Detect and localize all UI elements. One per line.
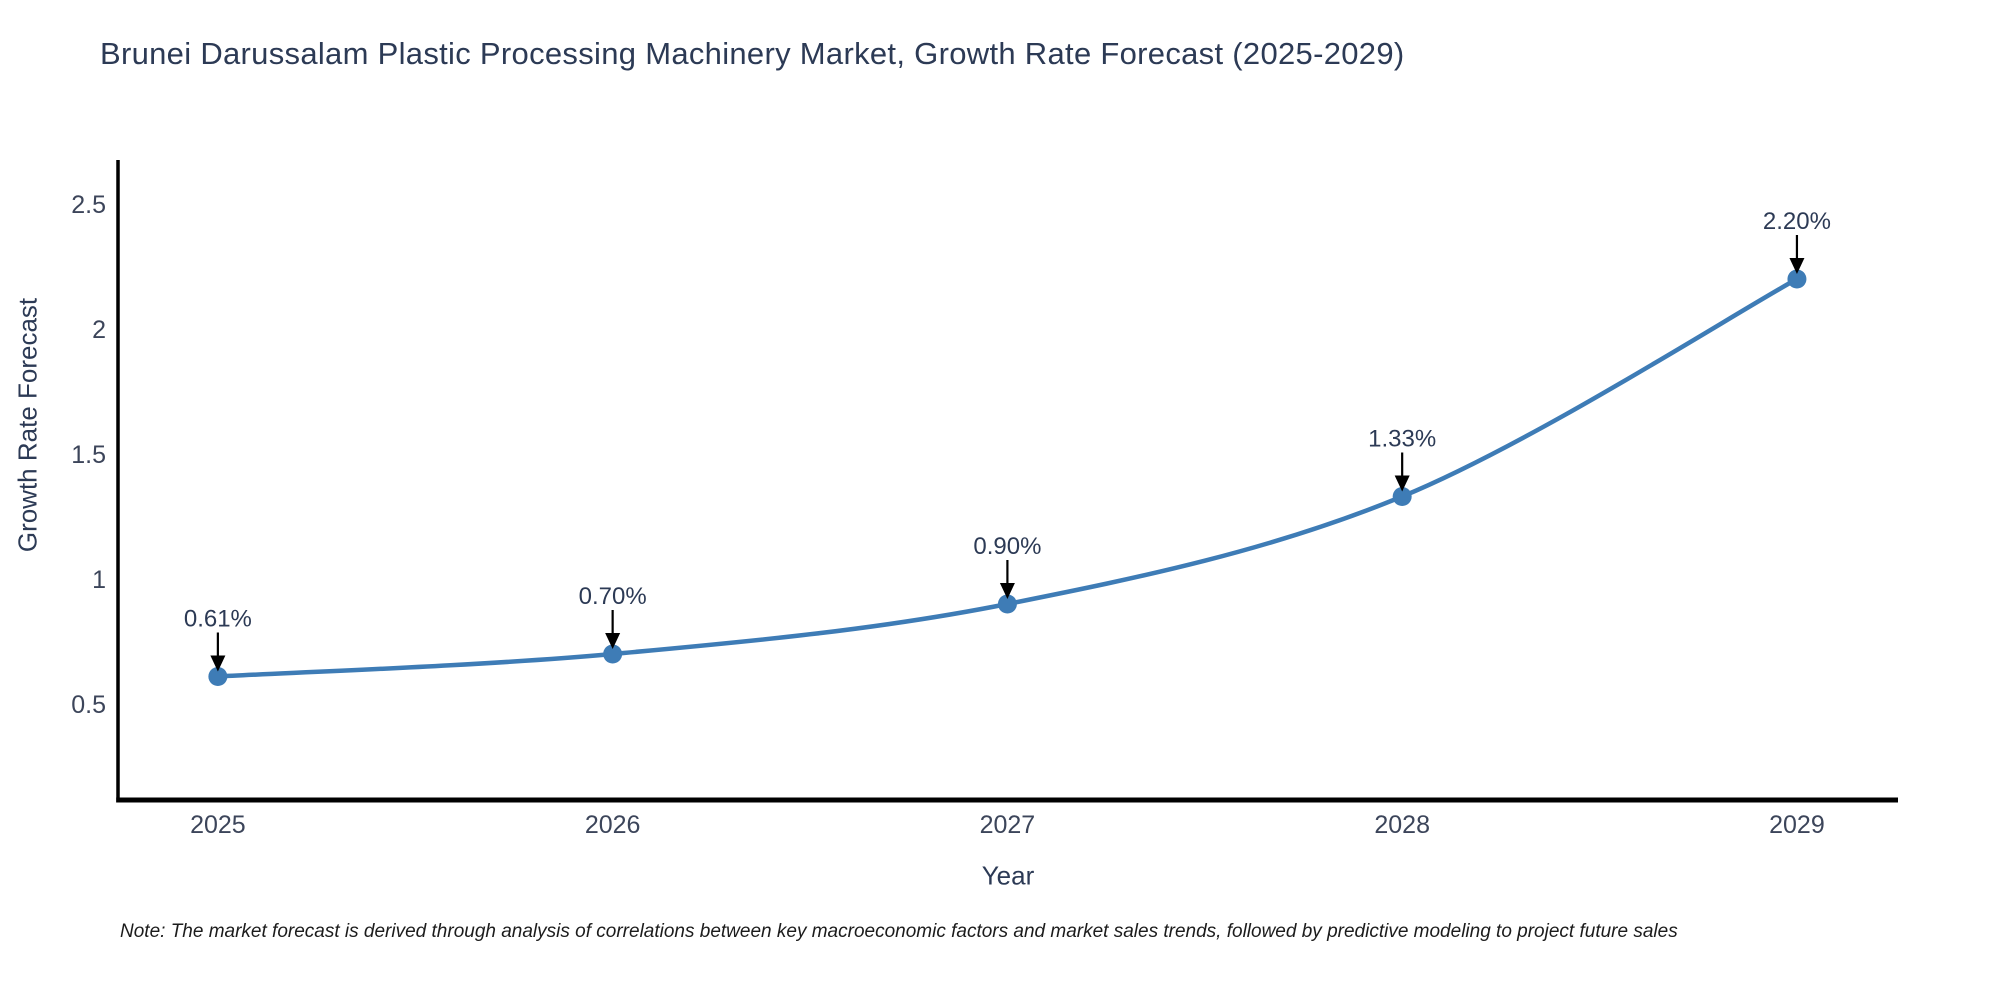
y-tick-label: 2: [92, 316, 106, 344]
chart-title: Brunei Darussalam Plastic Processing Mac…: [100, 36, 1405, 71]
data-point-marker: [1787, 269, 1807, 289]
y-tick-label: 2.5: [71, 191, 106, 219]
data-point-label: 0.70%: [579, 583, 647, 610]
data-point-label: 2.20%: [1763, 208, 1831, 235]
x-tick-label: 2027: [980, 811, 1036, 839]
x-tick-label: 2025: [190, 811, 246, 839]
data-point-marker: [208, 667, 228, 686]
annotation-arrow-head: [605, 633, 621, 649]
annotation-arrow-head: [999, 583, 1015, 599]
y-tick-label: 1: [92, 566, 106, 594]
data-point-marker: [1392, 487, 1412, 506]
footnote: Note: The market forecast is derived thr…: [120, 921, 1678, 942]
x-axis-title: Year: [981, 860, 1035, 891]
x-tick-label: 2026: [585, 811, 641, 839]
trend-line: [215, 276, 1800, 679]
annotation-arrow-head: [210, 655, 226, 672]
data-point-label: 0.61%: [184, 606, 252, 633]
annotation-arrow-head: [1394, 475, 1410, 492]
x-tick-label: 2029: [1769, 811, 1825, 839]
data-point-label: 0.90%: [973, 533, 1041, 560]
annotation-arrow-head: [1789, 258, 1805, 274]
data-point-marker: [603, 644, 623, 664]
x-tick-label: 2028: [1374, 811, 1430, 839]
data-point-marker: [997, 594, 1017, 614]
y-tick-label: 0.5: [71, 691, 106, 719]
y-tick-label: 1.5: [71, 441, 106, 469]
data-point-label: 1.33%: [1368, 426, 1436, 453]
